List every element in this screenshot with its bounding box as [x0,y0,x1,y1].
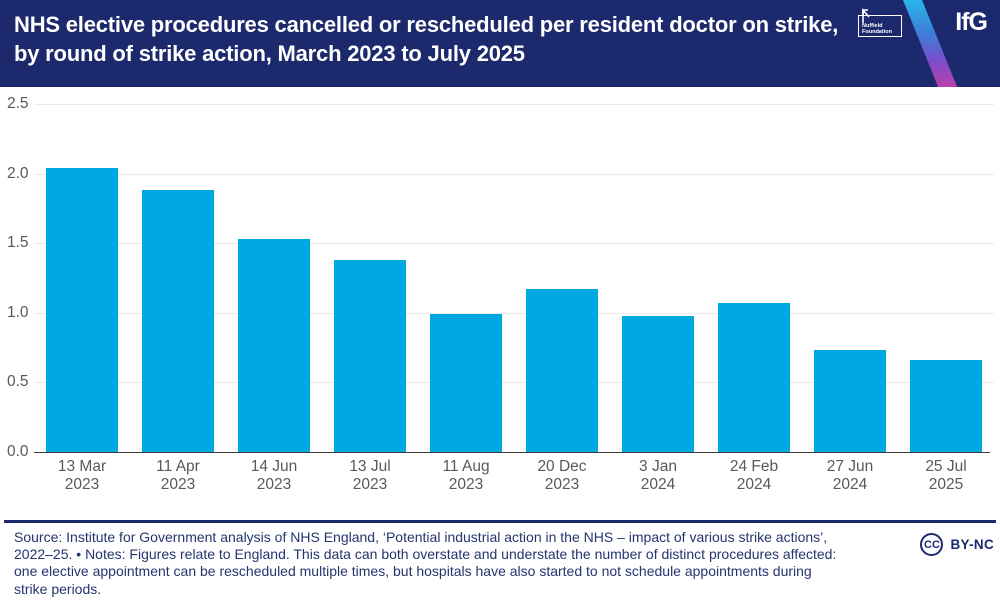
chart-title-line2: by round of strike action, March 2023 to… [14,41,525,66]
gridline [34,173,994,175]
source-line: strike periods. [14,580,102,597]
x-tick-label: 25 Jul 2025 [925,458,967,493]
ifg-logo: IfG [955,8,988,36]
cc-license-badge: CC BY-NC [920,533,994,556]
x-axis-labels: 13 Mar 2023 11 Apr 2023 14 Jun 2023 13 Jul 2023… [34,458,994,494]
x-tick-label: 14 Jun 2023 [250,458,298,493]
y-tick-label: 1.0 [7,303,29,321]
source-notes: Source: Institute for Government analysi… [14,529,836,598]
x-tick-label: 24 Feb 2024 [729,458,779,493]
chart-title: NHS elective procedures cancelled or res… [14,10,838,68]
x-tick-label: 27 Jun 2024 [826,458,874,493]
y-tick-label: 0.5 [7,373,29,391]
gridline [34,243,994,245]
x-tick-label: 3 Jan 2024 [639,458,677,493]
bar [718,303,790,452]
bar-cell [34,104,130,452]
bar-cell [610,104,706,452]
x-tick-label: 11 Aug 2023 [442,458,490,493]
bar-cell [130,104,226,452]
license-label: BY-NC [950,537,994,552]
bar [622,315,694,452]
y-tick-label: 1.5 [7,234,29,252]
nuffield-logo-text: Nuffield Foundation [862,23,892,35]
bar [46,168,118,452]
bar [334,259,406,452]
y-tick-label: 2.0 [7,164,29,182]
bar [238,239,310,452]
footer-divider [4,520,996,523]
bar [814,350,886,452]
header-banner: NHS elective procedures cancelled or res… [0,0,1000,87]
bar [430,314,502,452]
y-tick-label: 2.5 [7,95,29,112]
plot-area [34,104,994,453]
source-line: Source: Institute for Government analysi… [14,529,828,545]
bar-cell [226,104,322,452]
bar [910,360,982,452]
nuffield-foundation-logo: Nuffield Foundation [858,7,902,37]
bar-cell [802,104,898,452]
x-tick-label: 13 Mar 2023 [57,458,107,493]
gridline [34,104,994,105]
source-line: 2022–25. • Notes: Figures relate to Engl… [14,546,837,563]
bar-cell [418,104,514,452]
brand-gradient-stripe [903,0,958,87]
bar-cell [706,104,802,452]
x-tick-label: 13 Jul 2023 [349,458,391,493]
bar-cell [898,104,994,452]
x-tick-label: 20 Dec 2023 [537,458,587,493]
chart-title-line1: NHS elective procedures cancelled or res… [14,12,839,37]
bars-row [34,104,994,452]
bar-cell [322,104,418,452]
bar-cell [514,104,610,452]
source-line: one elective appointment can be reschedu… [14,563,812,580]
bar [526,289,598,452]
x-axis-line [34,451,990,453]
cc-icon: CC [920,533,944,556]
nuffield-arrow-icon [862,7,870,23]
y-tick-label: 0.0 [7,443,29,460]
x-tick-label: 11 Apr 2023 [156,458,200,493]
gridline [34,312,994,314]
y-axis-labels: 0.0 0.5 1.0 1.5 2.0 2.5 [7,95,33,460]
gridline [34,382,994,384]
bar [142,190,214,452]
